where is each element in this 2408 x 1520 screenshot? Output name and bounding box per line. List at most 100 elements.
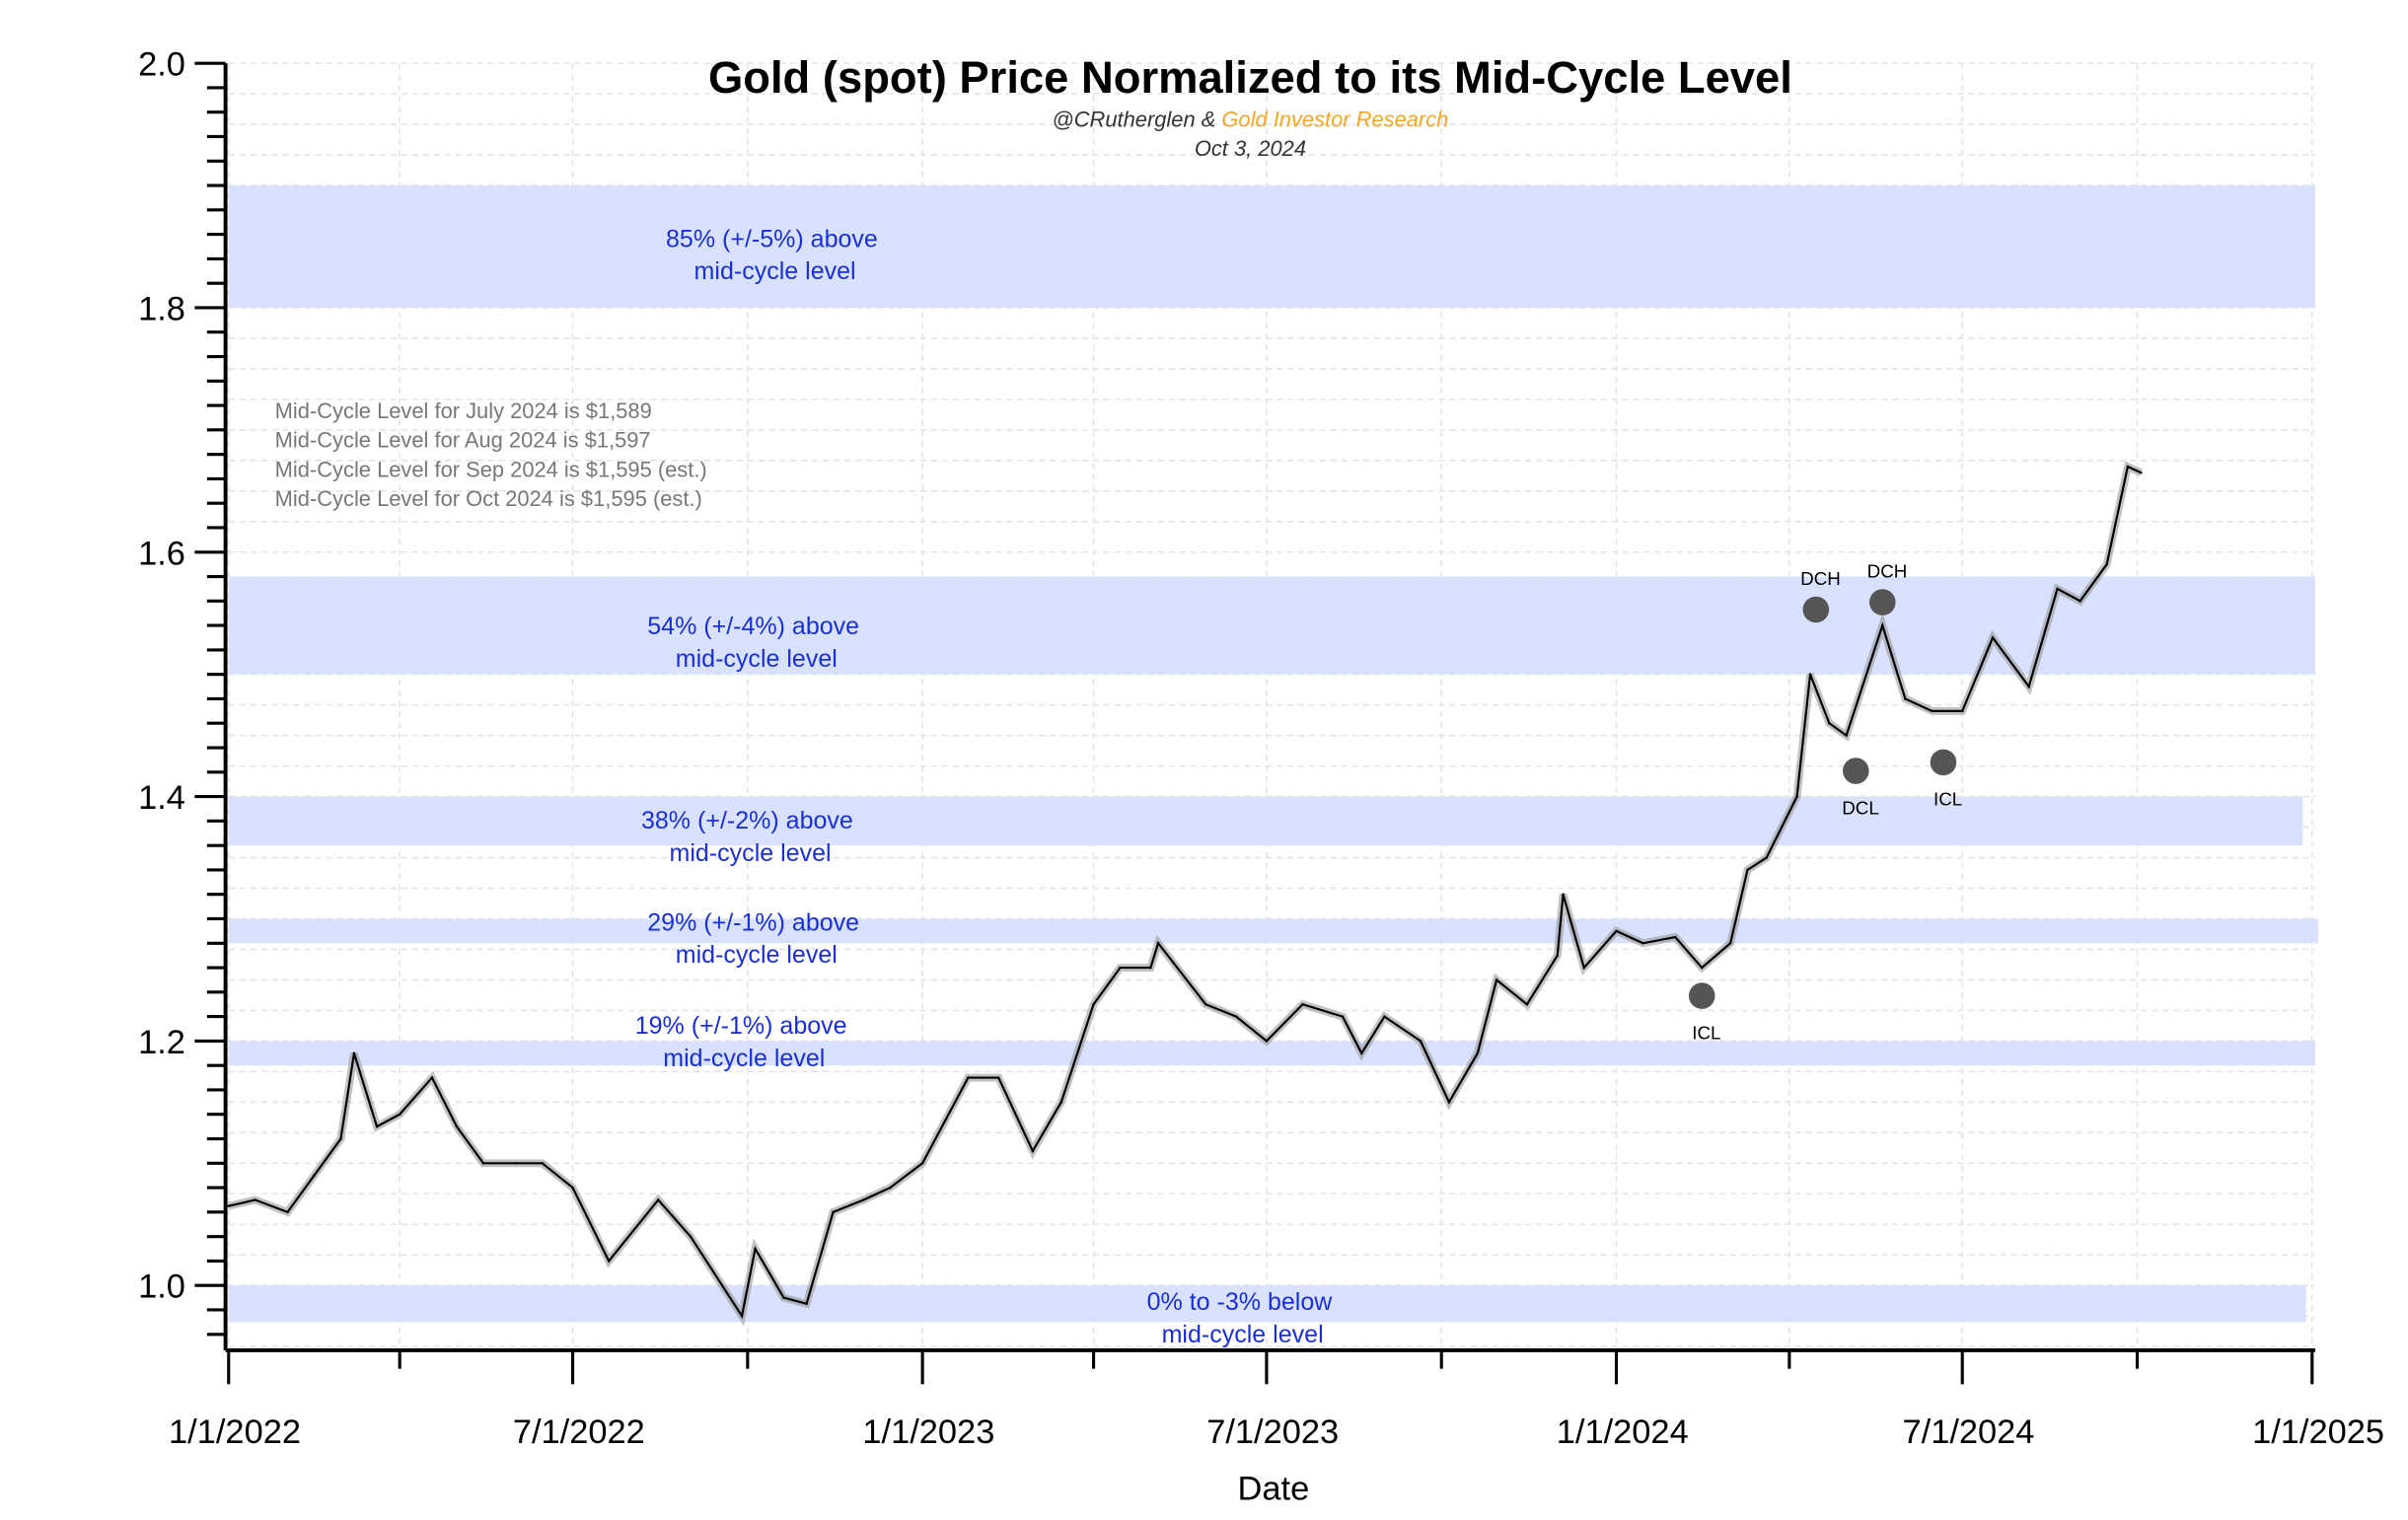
data-point: [754, 1247, 757, 1251]
data-point: [2126, 465, 2130, 469]
data-point: [657, 1198, 660, 1201]
mid-cycle-note: Mid-Cycle Level for Aug 2024 is $1,597: [275, 428, 651, 453]
cycle-marker-label: DCH: [1800, 568, 1841, 589]
band-label-line2: mid-cycle level: [694, 257, 856, 285]
data-point: [1204, 1002, 1207, 1006]
band-label-line1: 19% (+/-1%) above: [635, 1012, 847, 1040]
data-point: [1765, 856, 1768, 859]
band-rect: [228, 185, 2315, 308]
data-point: [862, 1198, 865, 1201]
band-rect: [228, 1041, 2315, 1066]
cycle-marker: [1688, 982, 1715, 1009]
data-point: [1031, 1149, 1035, 1153]
data-point: [996, 1076, 1000, 1079]
data-point: [1795, 795, 1798, 798]
markers: ICL DCH DCL DCH ICL: [1688, 561, 1962, 1043]
x-tick-label: 1/1/2025: [2252, 1413, 2384, 1451]
band-label-line1: 54% (+/-4%) above: [647, 613, 859, 640]
data-point: [1881, 623, 1884, 627]
x-tick-label: 7/1/2023: [1206, 1413, 1339, 1451]
cycle-marker: [1868, 589, 1896, 615]
data-point: [2105, 562, 2108, 566]
data-point: [398, 1113, 401, 1116]
band-rect: [228, 796, 2303, 846]
chart-date: Oct 3, 2024: [1195, 136, 1306, 161]
data-point: [1495, 978, 1498, 981]
data-point: [1234, 1015, 1238, 1018]
data-point: [607, 1260, 611, 1263]
data-point: [455, 1124, 459, 1128]
x-axis-label: Date: [1238, 1471, 1310, 1508]
data-point: [832, 1210, 835, 1214]
data-point: [1156, 942, 1160, 945]
mid-cycle-note: Mid-Cycle Level for Sep 2024 is $1,595 (…: [275, 457, 707, 481]
chart-subtitle: @CRutherglen & Gold Investor Research: [1053, 107, 1449, 131]
data-point: [1700, 966, 1704, 970]
data-point: [782, 1296, 785, 1299]
data-point: [1265, 1040, 1269, 1043]
data-point: [1092, 1002, 1095, 1006]
data-point: [1728, 942, 1732, 945]
data-point: [1149, 966, 1152, 970]
data-point: [1991, 636, 1995, 639]
y-tick-label: 1.0: [138, 1268, 185, 1306]
band-label-line2: mid-cycle level: [676, 645, 838, 673]
band-label-line2: mid-cycle level: [670, 839, 832, 867]
band-label-line1: 0% to -3% below: [1147, 1288, 1334, 1316]
data-point: [286, 1210, 289, 1214]
data-point: [1360, 1051, 1363, 1055]
x-tick-label: 7/1/2024: [1903, 1413, 2035, 1451]
cycle-marker: [1930, 749, 1957, 776]
data-point: [1808, 673, 1812, 676]
y-tick-label: 1.4: [138, 779, 185, 817]
data-point: [1341, 1015, 1345, 1018]
data-point: [1582, 966, 1585, 970]
data-point: [1904, 697, 1907, 700]
data-point: [1960, 709, 1964, 713]
data-point: [1476, 1051, 1480, 1055]
mid-cycle-note: Mid-Cycle Level for Oct 2024 is $1,595 (…: [275, 486, 702, 511]
data-point: [967, 1076, 970, 1079]
band-rect: [228, 576, 2315, 675]
band-label-line2: mid-cycle level: [663, 1045, 825, 1072]
notes: Mid-Cycle Level for July 2024 is $1,589 M…: [275, 398, 707, 511]
data-point: [1673, 935, 1677, 939]
data-point: [805, 1302, 808, 1306]
data-point: [1525, 1002, 1529, 1006]
mid-cycle-note: Mid-Cycle Level for July 2024 is $1,589: [275, 398, 652, 423]
band-rect: [228, 918, 2319, 944]
price-line: [228, 465, 2142, 1320]
data-point: [2027, 685, 2030, 688]
y-tick-label: 1.2: [138, 1024, 185, 1061]
cycle-marker-label: ICL: [1692, 1022, 1720, 1043]
band-label-line1: 29% (+/-1%) above: [647, 908, 859, 936]
data-point: [514, 1162, 517, 1165]
series: [227, 461, 2143, 1327]
data-point: [740, 1314, 744, 1318]
data-point: [1556, 954, 1560, 957]
cycle-marker-label: DCL: [1842, 797, 1879, 818]
data-point: [1059, 1101, 1063, 1104]
cycle-marker-label: DCH: [1867, 561, 1908, 582]
data-point: [1828, 721, 1831, 725]
chart-title: Gold (spot) Price Normalized to its Mid-…: [708, 52, 1792, 103]
data-point: [1562, 893, 1565, 896]
y-tick-label: 2.0: [138, 46, 185, 84]
data-point: [339, 1137, 342, 1140]
cycle-marker: [1802, 596, 1830, 623]
data-point: [254, 1198, 256, 1201]
axes: 1.0 1.2 1.4 1.6 1.8 2.0 1/1/2022 7/1/2022 1/1/20…: [138, 46, 2384, 1451]
y-tick-label: 1.6: [138, 535, 185, 572]
data-point: [2056, 587, 2059, 591]
data-point: [1615, 929, 1618, 933]
data-point: [1931, 709, 1934, 713]
data-point: [889, 1186, 892, 1190]
cycle-marker: [1843, 758, 1869, 784]
data-point: [2140, 470, 2143, 474]
data-point: [227, 1204, 231, 1207]
data-point: [920, 1162, 924, 1165]
x-tick-label: 7/1/2022: [513, 1413, 645, 1451]
data-point: [1746, 868, 1749, 872]
data-point: [1119, 966, 1122, 970]
